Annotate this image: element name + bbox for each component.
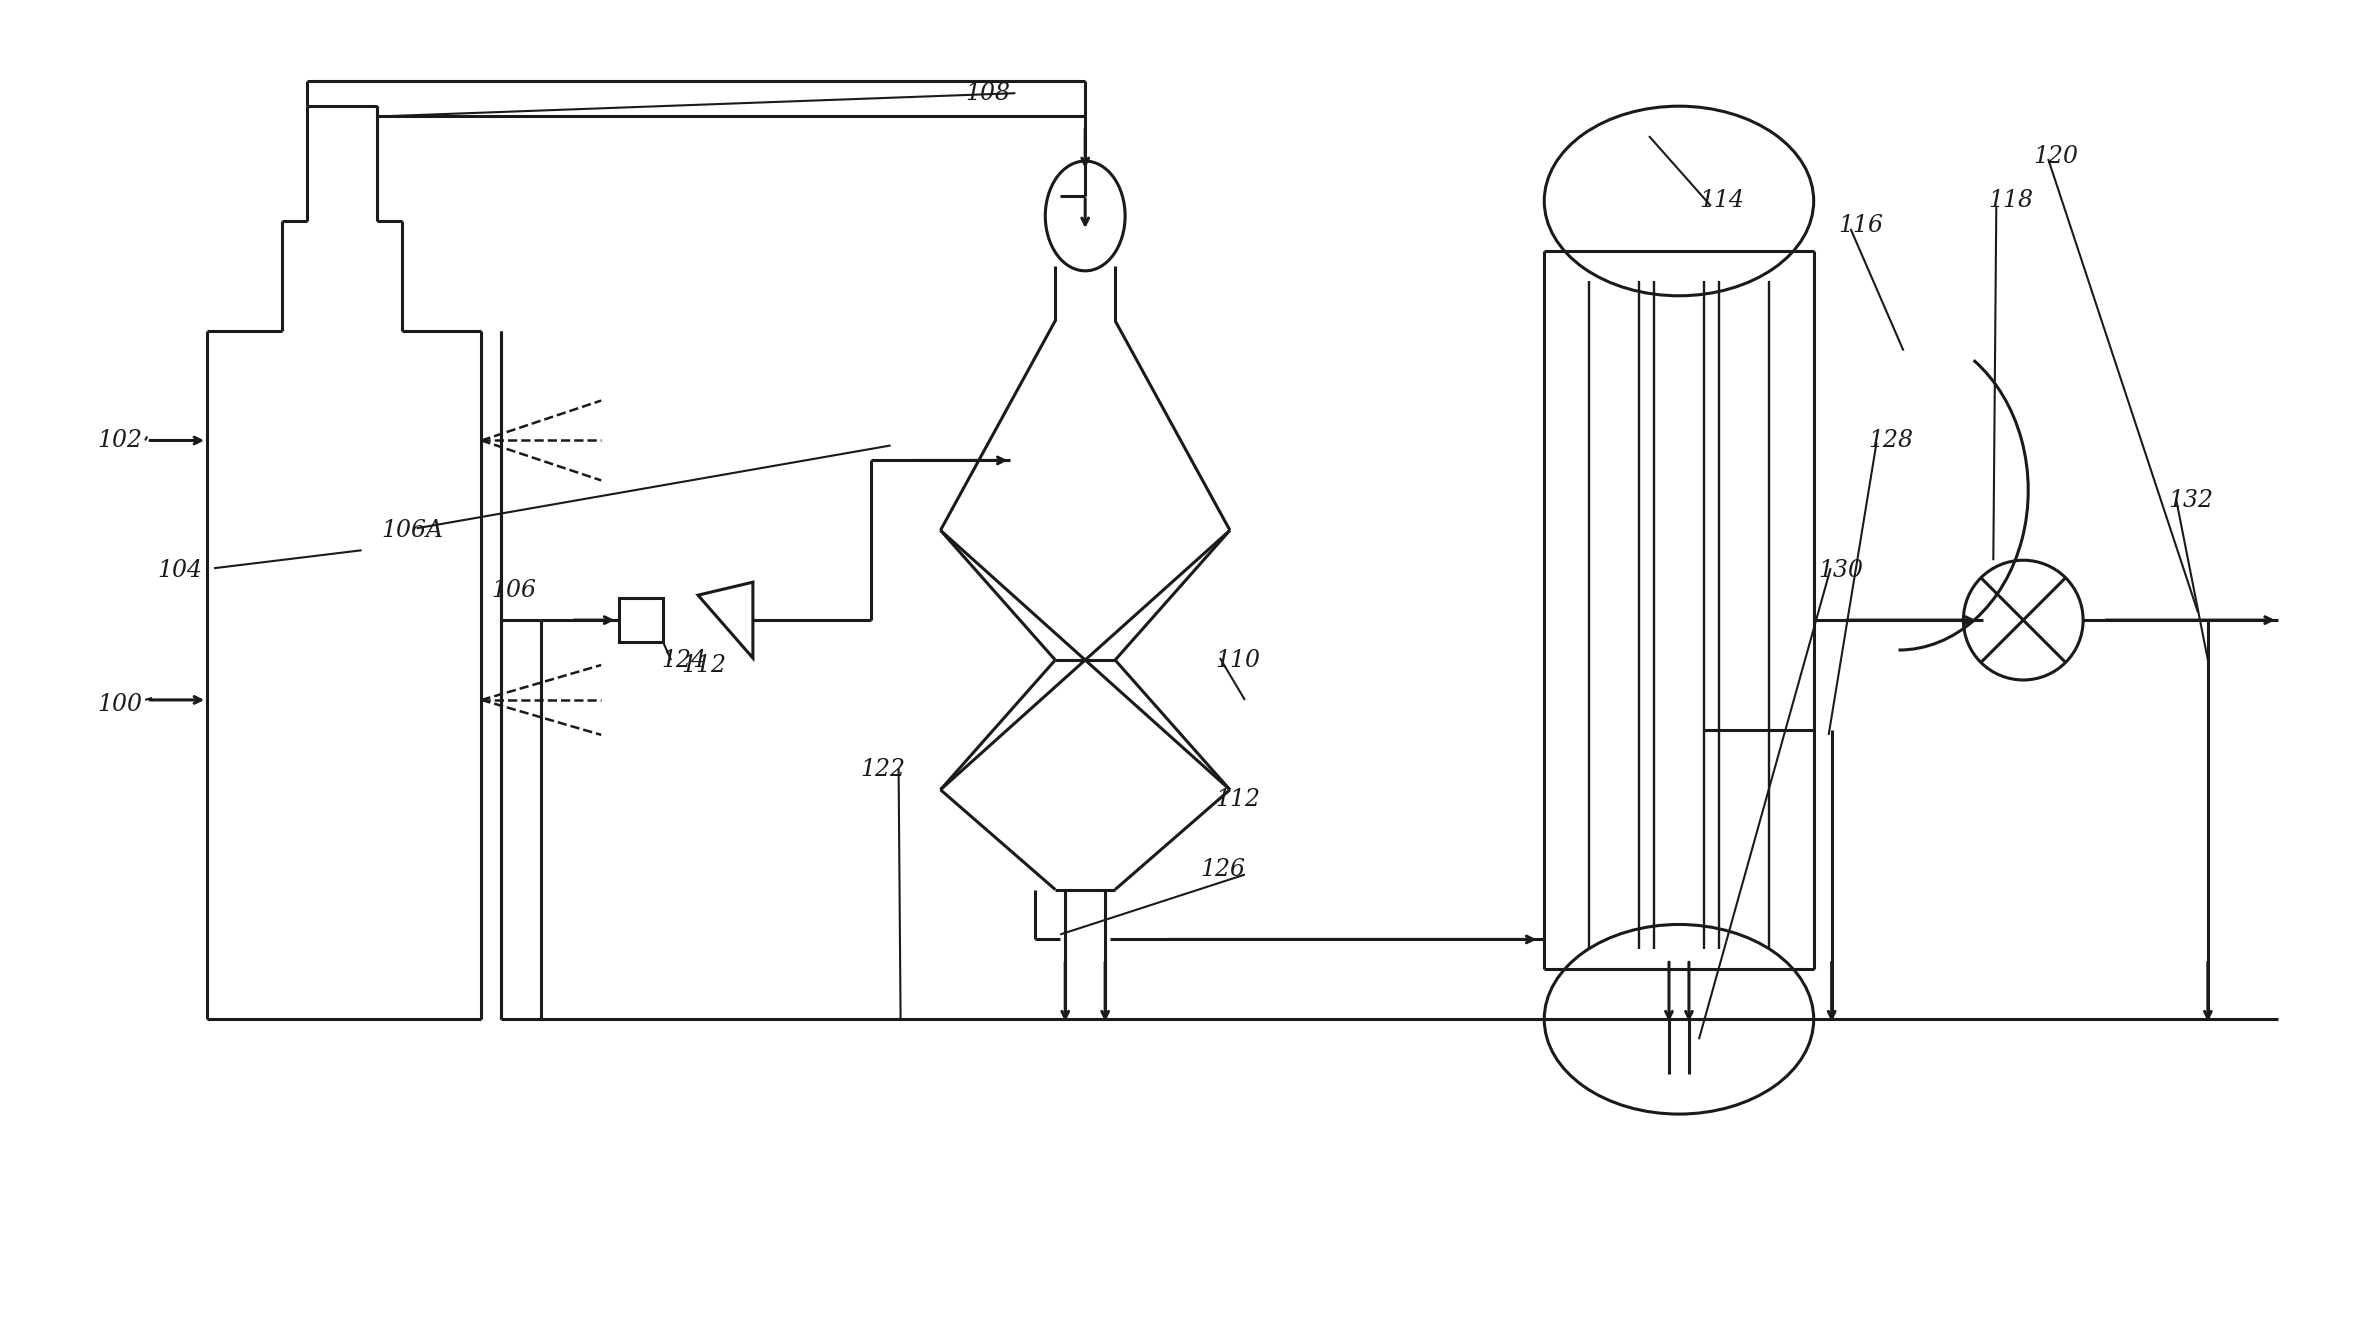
Text: 122: 122 (860, 759, 905, 781)
Text: 100: 100 (97, 693, 142, 716)
Text: 106: 106 (492, 578, 536, 602)
Text: 128: 128 (1869, 429, 1914, 452)
Text: 118: 118 (1987, 190, 2032, 213)
Text: 110: 110 (1215, 649, 1259, 672)
Text: 102: 102 (97, 429, 142, 452)
Text: 108: 108 (966, 82, 1011, 104)
Text: 126: 126 (1200, 858, 1245, 882)
Text: 106A: 106A (383, 519, 444, 542)
Text: 130: 130 (1820, 559, 1864, 582)
Text: 112: 112 (1215, 788, 1259, 811)
Text: 124: 124 (662, 649, 707, 672)
Bar (619, 598, 664, 642)
Text: 116: 116 (1838, 214, 1883, 237)
Text: 120: 120 (2032, 145, 2077, 167)
Text: 104: 104 (156, 559, 203, 582)
Text: 114: 114 (1699, 190, 1744, 213)
Text: 112: 112 (681, 653, 725, 677)
Text: 132: 132 (2167, 488, 2212, 512)
